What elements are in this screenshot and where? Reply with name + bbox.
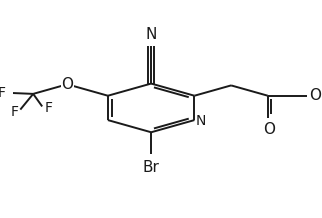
Text: O: O	[263, 122, 275, 137]
Text: F: F	[44, 101, 52, 115]
Text: F: F	[0, 86, 6, 100]
Text: Br: Br	[143, 160, 160, 175]
Text: N: N	[146, 27, 157, 42]
Text: O: O	[61, 77, 73, 92]
Text: F: F	[11, 105, 19, 119]
Text: N: N	[196, 114, 206, 128]
Text: O: O	[309, 88, 321, 103]
